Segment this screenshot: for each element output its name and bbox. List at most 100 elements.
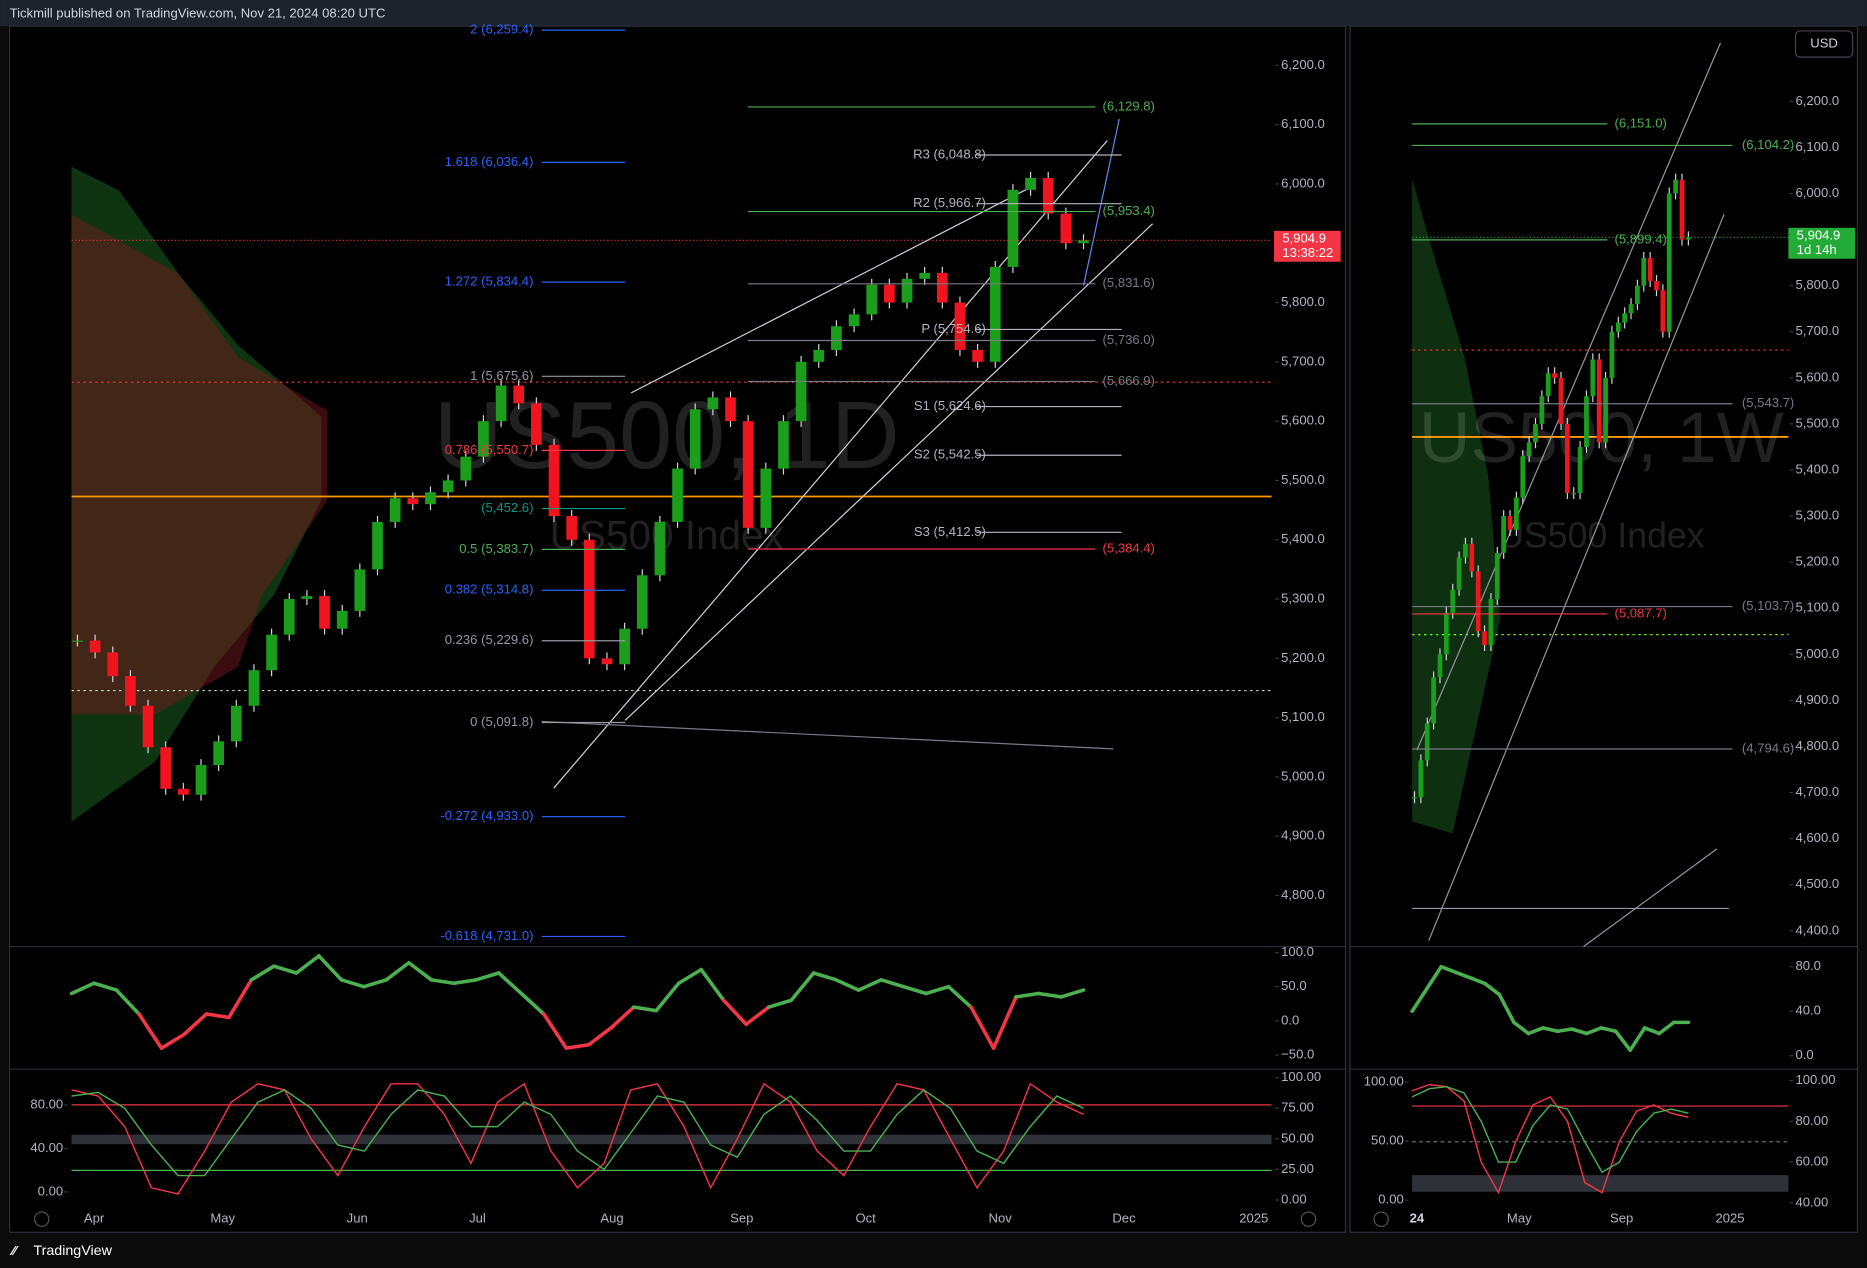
level-label: 0.236 (5,229.6) (445, 632, 534, 647)
candle (672, 468, 683, 522)
x-tick-label: 2025 (1239, 1211, 1268, 1226)
oscillator-segment (1628, 1026, 1647, 1052)
oscillator-segment (1059, 988, 1086, 999)
oscillator-segment (159, 1032, 186, 1050)
oscillator-segment (474, 971, 501, 982)
y-tick-label: 6,200.0 (1281, 57, 1325, 72)
candle (1666, 193, 1672, 332)
x-tick-label: Dec (1112, 1211, 1136, 1226)
y-tick-label: 100.00 (1364, 1074, 1404, 1089)
oscillator-segment (879, 978, 906, 989)
candle (301, 596, 313, 600)
oscillator-segment (1483, 981, 1502, 997)
oscillator-segment (362, 978, 389, 989)
candle (425, 492, 436, 505)
candle (1494, 552, 1500, 600)
projection-arrow (1082, 118, 1120, 286)
currency-label[interactable]: USD (1810, 36, 1838, 51)
x-tick-label: Jun (347, 1211, 368, 1226)
y-tick-label: 40.00 (1796, 1194, 1829, 1209)
candle (1577, 446, 1583, 494)
x-tick-label: May (1507, 1211, 1532, 1226)
candle (1482, 631, 1487, 646)
y-tick-label: 5,000.0 (1281, 768, 1325, 783)
y-tick-label: 5,500.0 (1796, 415, 1840, 430)
candle (725, 397, 736, 422)
channel-line (541, 720, 1114, 750)
oscillator-segment (1541, 1026, 1560, 1034)
oscillator-segment (541, 1012, 569, 1050)
y-tick-label: 6,000.0 (1281, 175, 1325, 190)
candle (972, 349, 983, 362)
level-label: (5,736.0) (1103, 332, 1155, 347)
candle (566, 516, 578, 540)
level-label: 0.786 (5,550.7) (445, 442, 534, 457)
oscillator-segment (519, 991, 546, 1016)
candle (989, 266, 1001, 362)
y-tick-label: 6,000.0 (1796, 185, 1840, 200)
y-tick-label: 75.00 (1281, 1100, 1314, 1115)
oscillator-segment (609, 1005, 636, 1030)
level-label: R2 (5,966.7) (913, 195, 986, 210)
x-tick-label: Nov (989, 1211, 1013, 1226)
y-tick-label: 4,600.0 (1796, 830, 1840, 845)
y-tick-label: −50.0 (1281, 1046, 1314, 1061)
y-tick-label: 6,200.0 (1796, 93, 1840, 108)
candle (248, 670, 260, 706)
candle (89, 640, 101, 653)
oscillator-segment (564, 1042, 591, 1050)
candle (1609, 331, 1615, 378)
candle (1584, 396, 1589, 447)
oscillator-segment (901, 984, 928, 996)
y-tick-label: 6,100.0 (1281, 116, 1325, 131)
channel-line (1416, 42, 1722, 751)
oscillator-segment (204, 1012, 231, 1020)
oscillator-segment (1453, 970, 1473, 980)
candle (513, 385, 525, 404)
oscillator-segment (294, 954, 321, 975)
candle (478, 421, 489, 457)
level-label: (4,794.6) (1742, 740, 1794, 755)
zoom-icon[interactable] (1373, 1211, 1389, 1227)
candle (1424, 723, 1430, 761)
oscillator-segment (1439, 964, 1458, 975)
auto-icon[interactable] (1300, 1211, 1317, 1227)
oscillator-segment (991, 995, 1018, 1050)
y-tick-label: 80.0 (1796, 958, 1821, 973)
y-tick-label: 100.00 (1796, 1072, 1836, 1087)
candle (107, 652, 119, 677)
candle (1060, 213, 1072, 244)
currency-button[interactable] (1794, 30, 1854, 58)
oscillator-segment (1014, 991, 1041, 999)
x-tick-label: Jul (469, 1211, 486, 1226)
price-label: 5,904.9 (1282, 231, 1326, 246)
candle (1533, 423, 1538, 443)
y-tick-label: 50.00 (1371, 1133, 1404, 1148)
y-tick-label: 5,800.0 (1796, 277, 1840, 292)
y-tick-label: 80.00 (30, 1097, 63, 1112)
candle (936, 272, 948, 303)
candle (1418, 760, 1424, 798)
candle (884, 284, 895, 303)
candle (407, 498, 419, 505)
zoom-icon[interactable] (33, 1211, 50, 1227)
candle (848, 314, 860, 327)
x-tick-label: 2025 (1715, 1211, 1744, 1226)
y-tick-label: 100.0 (1281, 944, 1314, 959)
candle (1507, 516, 1513, 530)
level-label: R3 (6,048.8) (913, 146, 986, 161)
oscillator-segment (182, 1012, 209, 1037)
level-label: (6,104.2) (1742, 137, 1794, 152)
y-tick-label: 5,300.0 (1281, 590, 1325, 605)
candle (1603, 377, 1608, 443)
stochastic-line (1411, 1085, 1689, 1174)
candle (1628, 304, 1634, 314)
x-tick-label: 24 (1410, 1211, 1425, 1226)
candle (442, 480, 454, 493)
candle (583, 539, 595, 659)
level-label: S1 (5,624.6) (914, 398, 986, 413)
candle (795, 361, 807, 422)
y-tick-label: 4,800.0 (1796, 738, 1840, 753)
